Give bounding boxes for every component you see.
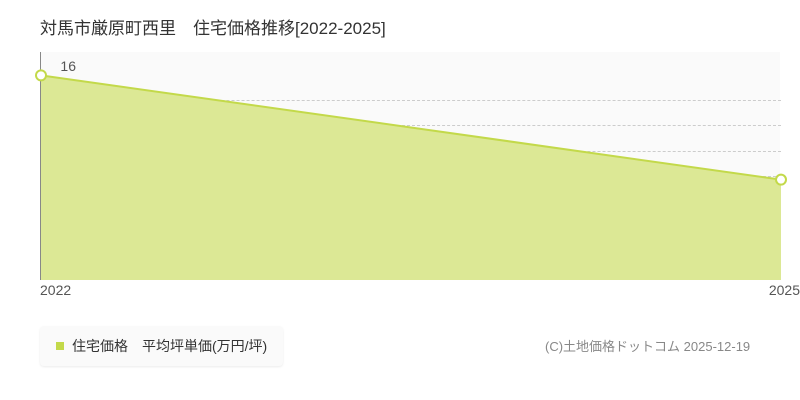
xtick-start: 2022 [40,282,71,298]
copyright-text: (C)土地価格ドットコム 2025-12-19 [545,336,750,355]
data-point-start[interactable] [36,70,46,80]
legend-marker-icon [56,342,64,350]
xtick-end: 2025 [760,282,800,298]
legend-label: 住宅価格 平均坪単価(万円/坪) [72,336,267,356]
data-point-end[interactable] [776,175,786,185]
legend-box[interactable]: 住宅価格 平均坪単価(万円/坪) [40,326,283,366]
chart-container: 対馬市厳原町西里 住宅価格推移[2022-2025] 0 2 4 6 8 10 … [0,0,800,400]
chart-title: 対馬市厳原町西里 住宅価格推移[2022-2025] [40,14,386,39]
area-fill [41,75,781,280]
plot-area: 0 2 4 6 8 10 12 14 16 [40,52,780,280]
area-chart-svg [41,52,781,280]
